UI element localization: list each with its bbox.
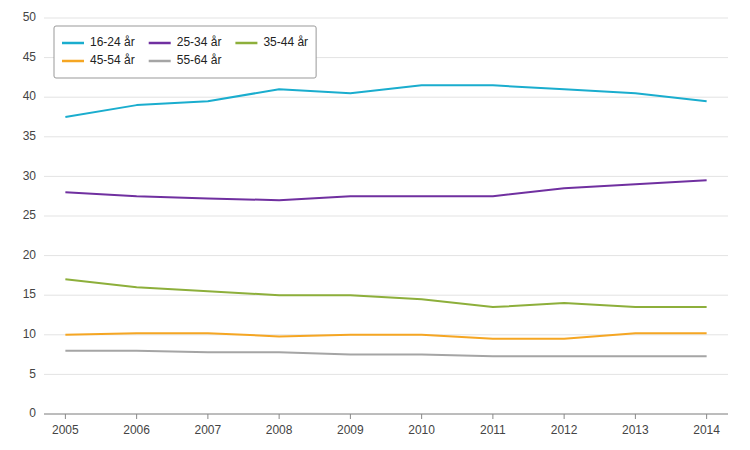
x-tick-label: 2013	[622, 423, 649, 437]
x-tick	[65, 414, 66, 419]
legend-label: 25-34 år	[177, 35, 222, 49]
legend-swatch	[62, 60, 84, 63]
x-tick	[492, 414, 493, 419]
y-tick-label: 10	[23, 327, 37, 341]
x-tick	[635, 414, 636, 419]
chart-container: 0 5 10 15 20 25 30 35 40 45 50 2005 2006 2007 2008 2009…	[0, 0, 750, 450]
legend-swatch	[235, 42, 257, 45]
grid-line	[44, 374, 728, 375]
x-tick-label: 2014	[693, 423, 720, 437]
grid-line	[44, 136, 728, 137]
legend-label: 45-54 år	[90, 53, 135, 67]
x-tick	[421, 414, 422, 419]
x-tick-label: 2010	[408, 423, 435, 437]
chart-svg: 0 5 10 15 20 25 30 35 40 45 50 2005 2006 2007 2008 2009…	[0, 0, 750, 450]
series-line	[65, 85, 706, 117]
plot-area	[65, 85, 706, 356]
x-tick	[207, 414, 208, 419]
x-tick-label: 2012	[551, 423, 578, 437]
x-axis-line	[44, 414, 728, 415]
grid-line	[44, 216, 728, 217]
legend-swatch	[149, 42, 171, 45]
y-tick-label: 45	[23, 50, 37, 64]
x-tick-label: 2006	[123, 423, 150, 437]
grid-line	[44, 18, 728, 19]
x-tick	[136, 414, 137, 419]
grid-line	[44, 414, 728, 415]
series-line	[65, 333, 706, 339]
legend-label: 16-24 år	[90, 35, 135, 49]
x-axis: 2005 2006 2007 2008 2009 2010 2011 2012 2013 2014	[44, 414, 728, 437]
y-tick-label: 30	[23, 169, 37, 183]
legend: 16-24 år 25-34 år 35-44 år 45-54 år 55-64 år	[54, 26, 316, 78]
x-tick-label: 2009	[337, 423, 364, 437]
x-tick-label: 2008	[266, 423, 293, 437]
y-tick-label: 40	[23, 89, 37, 103]
legend-label: 55-64 år	[177, 53, 222, 67]
y-grid	[44, 18, 728, 414]
series-line	[65, 351, 706, 357]
grid-line	[44, 97, 728, 98]
series-line	[65, 180, 706, 200]
legend-item: 35-44 år	[235, 35, 308, 49]
y-tick-label: 5	[29, 367, 36, 381]
y-tick-label: 0	[29, 406, 36, 420]
legend-item: 16-24 år	[62, 35, 135, 49]
y-tick-label: 35	[23, 129, 37, 143]
legend-swatch	[62, 42, 84, 45]
x-tick	[350, 414, 351, 419]
x-tick-label: 2011	[480, 423, 506, 437]
legend-item: 55-64 år	[149, 53, 222, 67]
series-line	[65, 279, 706, 307]
x-tick	[706, 414, 707, 419]
legend-frame	[54, 26, 316, 78]
y-tick-label: 50	[23, 10, 37, 24]
x-tick-label: 2007	[195, 423, 222, 437]
y-tick-label: 25	[23, 208, 37, 222]
x-tick	[279, 414, 280, 419]
y-axis: 0 5 10 15 20 25 30 35 40 45 50	[23, 10, 37, 420]
grid-line	[44, 176, 728, 177]
x-tick	[564, 414, 565, 419]
legend-swatch	[149, 60, 171, 63]
y-tick-label: 20	[23, 248, 37, 262]
y-tick-label: 15	[23, 287, 37, 301]
legend-item: 25-34 år	[149, 35, 222, 49]
legend-item: 45-54 år	[62, 53, 135, 67]
legend-label: 35-44 år	[263, 35, 308, 49]
x-tick-label: 2005	[52, 423, 79, 437]
grid-line	[44, 255, 728, 256]
grid-line	[44, 295, 728, 296]
